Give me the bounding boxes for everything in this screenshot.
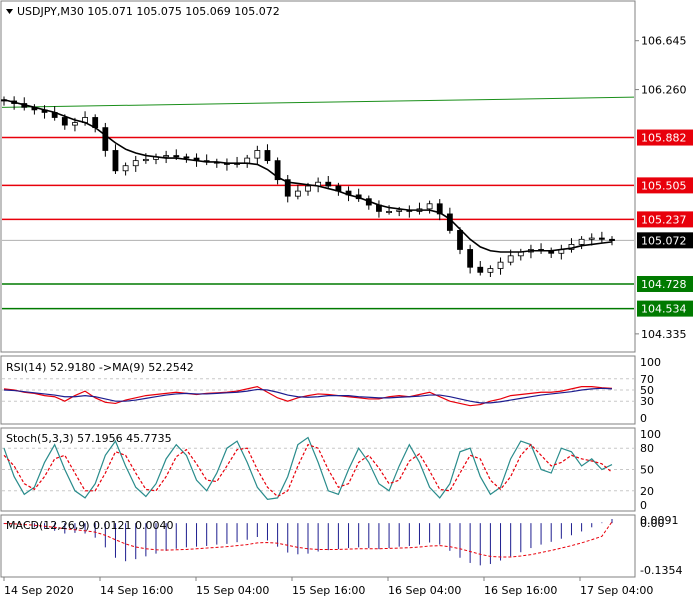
candle-body [436,203,443,215]
candle-body [102,127,109,151]
time-tick-label: 14 Sep 2020 [4,584,74,597]
macd-tick-label: 0.0091 [640,514,679,527]
support-price-tag [637,275,693,292]
support-price-tag [637,300,693,317]
candle-body [112,150,119,172]
indicator-tick-label: 30 [640,395,654,408]
candle-body [132,160,139,167]
price-pane-title: USDJPY,M30 105.071 105.075 105.069 105.0… [17,5,280,18]
candle-body [254,150,261,159]
resistance-price-tag [637,129,693,146]
indicator-line [3,386,613,407]
indicator-tick-label: 50 [640,384,654,397]
resistance-price-tag [637,211,693,228]
candle-body [274,160,281,181]
indicator-line [3,443,613,498]
indicator-tick-label: 0 [640,412,647,425]
indicator-tick-label: 70 [640,373,654,386]
time-tick-label: 15 Sep 04:00 [196,584,269,597]
candle-body [173,155,180,158]
indicator-tick-label: 0 [640,499,647,512]
candle-body [426,203,433,210]
candle-body [477,266,484,273]
candle-body [497,261,504,269]
price-series-layer [1,96,635,310]
candle-body [284,179,291,197]
indicator-tick-label: 100 [640,428,661,441]
resistance-price-label: 105.882 [641,132,687,145]
indicator-tick-label: 50 [640,464,654,477]
candle-body [396,209,403,212]
candle-body [609,238,615,241]
time-tick-label: 15 Sep 16:00 [292,584,365,597]
candle-body [507,255,514,263]
price-tick-label: 106.645 [641,35,687,48]
candle-body [446,213,453,231]
time-tick-label: 16 Sep 04:00 [388,584,461,597]
price-pane-frame [0,0,636,353]
axis-labels-layer: 105.882 105.505 105.237 104.728 104.534 105.0… [3,35,693,597]
candle-body [61,117,68,126]
indicator-tick-label: 20 [640,485,654,498]
candle-body [588,237,595,240]
candle-body [163,155,170,158]
rsi-pane-title: RSI(14) 52.9180 ->MA(9) 52.2542 [6,361,194,374]
candle-body [325,181,332,187]
candle-body [183,156,190,159]
time-tick-label: 16 Sep 16:00 [484,584,557,597]
resistance-price-tag [637,177,693,194]
indicator-tick-label: 100 [640,356,661,369]
candle-body [72,122,78,126]
candle-body [142,158,149,162]
trendline [1,96,635,108]
candle-body [467,249,474,268]
candle-body [457,230,463,250]
support-price-label: 104.728 [641,278,687,291]
time-tick-label: 14 Sep 16:00 [100,584,173,597]
indicator-line [3,436,613,500]
current-price-label: 105.072 [641,234,687,247]
candle-body [487,268,494,273]
resistance-price-label: 105.505 [641,179,687,192]
resistance-price-label: 105.237 [641,213,687,226]
candle-body [598,237,605,240]
candle-body [264,150,271,162]
current-price-tag [637,232,693,249]
candle-body [305,185,311,192]
macd-signal-line [3,521,613,558]
macd-pane-title: MACD(12,26,9) 0.0121 0.0040 [6,519,174,532]
moving-average-line [3,98,613,253]
support-price-label: 104.534 [641,303,687,316]
price-tick-label: 106.260 [641,84,687,97]
indicator-tick-label: 80 [640,442,654,455]
price-tick-label: 104.335 [641,328,687,341]
candle-body [578,238,585,245]
candle-body [386,210,392,213]
macd-tick-label: -0.1354 [640,564,682,577]
macd-tick-label: 0.00 [640,517,665,530]
macd-series-layer [3,518,613,566]
symbol-dropdown-icon[interactable] [6,9,13,14]
stoch-pane-title: Stoch(5,3,3) 57.1956 45.7735 [6,432,172,445]
time-tick-label: 17 Sep 04:00 [580,584,653,597]
indicator-line [3,387,613,404]
rsi-series-layer [2,378,634,407]
stoch-series-layer [2,436,634,500]
candle-body [122,165,129,172]
candle-body [294,190,301,197]
